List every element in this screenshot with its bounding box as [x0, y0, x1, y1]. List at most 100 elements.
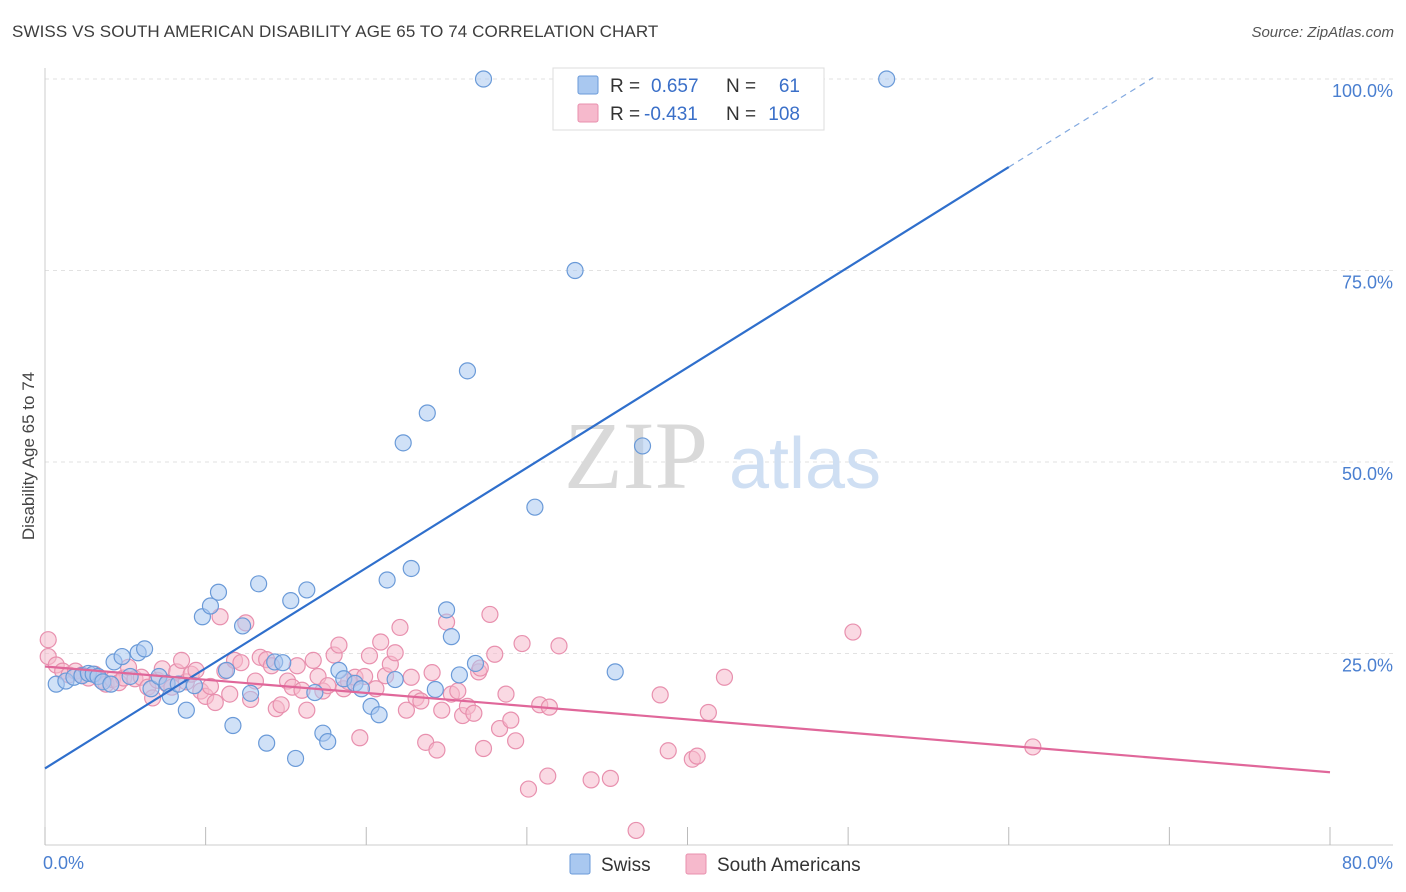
south-americans-point	[360, 647, 379, 665]
chart-title: SWISS VS SOUTH AMERICAN DISABILITY AGE 6…	[12, 22, 659, 41]
swiss-point	[426, 680, 444, 699]
south-americans-point	[391, 618, 409, 637]
axes: 25.0% 50.0% 75.0% 100.0% 0.0% 80.0%	[43, 68, 1393, 873]
swiss-point	[442, 628, 460, 646]
swiss-point	[370, 706, 388, 724]
sa-legend-label: South Americans	[717, 855, 861, 876]
watermark: ZIP atlas	[564, 402, 881, 509]
swiss-point	[209, 583, 228, 601]
sa-n-label: N =	[726, 104, 756, 125]
south-americans-point	[474, 739, 493, 758]
south-americans-point	[428, 741, 446, 759]
swiss-n-value: 61	[779, 76, 800, 97]
south-americans-point	[627, 821, 645, 840]
swiss-point	[878, 70, 896, 88]
south-americans-point	[582, 771, 600, 789]
south-americans-point	[659, 742, 677, 760]
swiss-point	[402, 559, 420, 578]
south-americans-point	[304, 651, 322, 669]
swiss-legend-label: Swiss	[601, 855, 651, 876]
swiss-bottom-swatch	[569, 853, 591, 875]
south-americans-point	[211, 608, 229, 626]
swiss-trend-line	[44, 166, 1010, 770]
swiss-point	[121, 667, 139, 686]
y-axis-label: Disability Age 65 to 74	[19, 372, 38, 540]
swiss-point	[142, 680, 160, 698]
sa-r-value: -0.431	[644, 104, 698, 125]
swiss-point	[286, 749, 305, 768]
swiss-point	[474, 70, 493, 88]
swiss-point	[217, 661, 236, 679]
swiss-point	[418, 404, 436, 422]
south-americans-point	[519, 780, 538, 798]
swiss-point	[258, 734, 276, 752]
swiss-point	[135, 640, 154, 658]
source-label: Source: ZipAtlas.com	[1251, 24, 1394, 41]
y-tick-label: 50.0%	[1342, 464, 1393, 484]
south-americans-point	[651, 686, 669, 704]
south-americans-point	[172, 651, 191, 669]
south-americans-point	[206, 693, 224, 712]
south-americans-point	[502, 711, 520, 729]
south-americans-point	[372, 633, 390, 651]
south-americans-point	[601, 769, 620, 787]
south-americans-point	[550, 637, 568, 655]
swiss-point	[394, 434, 412, 452]
south-americans-point	[351, 729, 369, 747]
swiss-point	[319, 732, 337, 751]
south-americans-point	[539, 767, 557, 785]
south-americans-point	[232, 654, 250, 672]
swiss-point	[352, 680, 371, 698]
swiss-point	[177, 701, 195, 719]
south-americans-point	[423, 664, 441, 682]
south-americans-trend-line	[44, 665, 1331, 774]
south-americans-point	[39, 631, 57, 649]
swiss-point	[298, 581, 316, 599]
swiss-r-value: 0.657	[651, 76, 699, 97]
south-americans-point	[288, 657, 306, 675]
swiss-point	[606, 663, 624, 681]
swiss-point	[306, 683, 324, 702]
swiss-point	[450, 666, 469, 684]
swiss-point	[274, 654, 292, 672]
south-americans-point	[513, 634, 531, 653]
swiss-legend-swatch	[577, 75, 599, 95]
south-americans-point	[688, 747, 706, 765]
south-americans-point	[486, 645, 504, 663]
south-americans-points	[39, 605, 1042, 840]
south-americans-point	[298, 701, 316, 719]
trend-lines	[44, 76, 1331, 774]
swiss-point	[437, 601, 456, 619]
sa-legend-swatch	[577, 103, 599, 123]
swiss-point	[378, 571, 396, 589]
swiss-point	[566, 261, 584, 280]
south-americans-point	[699, 703, 717, 722]
grid-lines	[45, 78, 1393, 654]
swiss-point	[250, 575, 268, 593]
south-americans-point	[402, 668, 420, 686]
south-americans-point	[272, 696, 290, 714]
swiss-point	[113, 647, 131, 666]
x-tick-label: 0.0%	[43, 853, 84, 873]
swiss-point	[224, 716, 242, 735]
swiss-n-label: N =	[726, 76, 756, 97]
swiss-point	[185, 677, 203, 695]
y-tick-label: 25.0%	[1342, 656, 1393, 676]
south-americans-point	[507, 732, 525, 750]
correlation-legend: R = 0.657 N = 61 R = -0.431 N = 108	[552, 67, 825, 131]
swiss-point	[282, 592, 300, 610]
swiss-point	[102, 675, 120, 693]
watermark-zip: ZIP	[564, 402, 708, 509]
swiss-point	[458, 362, 477, 380]
swiss-point	[201, 597, 220, 615]
south-americans-point	[465, 704, 483, 722]
y-tick-label: 75.0%	[1342, 273, 1393, 293]
watermark-atlas: atlas	[729, 424, 881, 504]
swiss-point	[242, 684, 260, 702]
swiss-point	[466, 654, 485, 673]
sa-r-label: R =	[610, 104, 640, 125]
swiss-trend-extension	[1008, 76, 1154, 168]
south-americans-point	[481, 605, 499, 624]
x-tick-label: 80.0%	[1342, 853, 1393, 873]
